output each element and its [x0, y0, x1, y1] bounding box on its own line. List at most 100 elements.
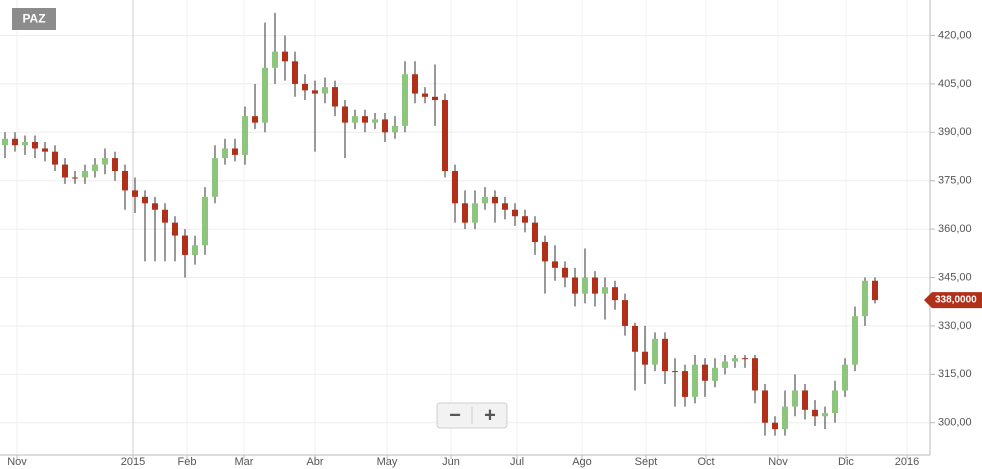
candle-body [312, 90, 318, 94]
candle-body [662, 338, 668, 372]
candle-body [342, 106, 348, 123]
candle-body [842, 364, 848, 391]
x-tick-label: Oct [697, 456, 714, 468]
candle-body [452, 171, 458, 204]
candle-body [32, 141, 38, 149]
candle-body [812, 409, 818, 417]
candle-body [62, 164, 68, 178]
candle-body [862, 280, 868, 317]
candle-body [352, 116, 358, 123]
x-tick-label: May [377, 456, 398, 468]
candle-body [22, 141, 28, 146]
candle-body [12, 138, 18, 146]
candle-body [582, 277, 588, 294]
candle-body [652, 338, 658, 365]
candle-body [222, 148, 228, 159]
candle-body [52, 151, 58, 165]
candle-body [242, 116, 248, 155]
candle-body [702, 364, 708, 381]
candle-body [522, 216, 528, 223]
candle-body [712, 367, 718, 381]
candle-body [332, 87, 338, 107]
candle-body [402, 74, 408, 126]
candle-body [442, 100, 448, 172]
candle-body [252, 116, 258, 123]
candle-body [762, 390, 768, 423]
candle-body [172, 222, 178, 236]
candle-body [382, 119, 388, 133]
candle-body [232, 148, 238, 155]
candle-body [212, 158, 218, 197]
candle-body [632, 325, 638, 352]
candle-body [602, 287, 608, 294]
candle-body [832, 390, 838, 414]
zoom-out-button[interactable]: − [449, 404, 461, 426]
y-tick-label: 375,00 [938, 175, 972, 187]
candle-body [182, 235, 188, 255]
candle-body [542, 242, 548, 262]
candle-body [462, 203, 468, 223]
candle-body [202, 196, 208, 246]
candle-body [482, 196, 488, 204]
candle-body [162, 209, 168, 223]
candle-body [692, 364, 698, 397]
candle-body [822, 413, 828, 417]
candle-body [152, 203, 158, 210]
candle-body [122, 171, 128, 191]
candle-body [742, 358, 748, 360]
y-tick-label: 345,00 [938, 271, 972, 283]
candle-body [302, 83, 308, 91]
x-tick-label: Mar [235, 456, 254, 468]
candle-body [132, 190, 138, 197]
last-price-tag [924, 292, 982, 309]
candle-body [92, 164, 98, 172]
x-tick-label: Nov [7, 456, 27, 468]
last-price-label: 338,0000 [935, 295, 977, 306]
x-tick-label: Ago [572, 456, 592, 468]
x-tick-label: Nov [768, 456, 788, 468]
y-tick-label: 300,00 [938, 417, 972, 429]
candle-body [512, 209, 518, 217]
candle-body [392, 125, 398, 133]
x-tick-label: Dic [838, 456, 854, 468]
candle-body [422, 93, 428, 97]
candle-body [552, 261, 558, 268]
candle-body [472, 203, 478, 223]
candle-body [772, 422, 778, 430]
candle-body [612, 287, 618, 301]
candle-body [782, 406, 788, 430]
candle-body [852, 316, 858, 365]
candle-body [502, 203, 508, 210]
candle-body [722, 361, 728, 368]
x-tick-label: Jul [510, 456, 524, 468]
candle-body [42, 148, 48, 152]
zoom-in-button[interactable]: + [484, 404, 496, 426]
candle-body [642, 351, 648, 365]
x-tick-label: Jun [442, 456, 460, 468]
y-tick-label: 315,00 [938, 368, 972, 380]
y-tick-label: 330,00 [938, 320, 972, 332]
candles [2, 12, 878, 436]
y-tick-label: 360,00 [938, 223, 972, 235]
candle-body [412, 74, 418, 94]
candle-body [592, 277, 598, 294]
candle-body [72, 177, 78, 179]
candle-body [192, 245, 198, 255]
candle-body [672, 371, 678, 373]
chart-title: PAZ [22, 12, 45, 26]
x-tick-label: 2015 [121, 456, 145, 468]
candle-body [372, 119, 378, 123]
candle-body [262, 67, 268, 123]
candle-body [102, 158, 108, 165]
y-tick-label: 390,00 [938, 126, 972, 138]
candle-body [292, 61, 298, 84]
candle-body [572, 277, 578, 294]
candle-body [82, 171, 88, 178]
candle-body [322, 87, 328, 94]
candle-body [752, 358, 758, 391]
candle-body [492, 196, 498, 204]
x-tick-label: 2016 [895, 456, 919, 468]
y-tick-label: 405,00 [938, 78, 972, 90]
